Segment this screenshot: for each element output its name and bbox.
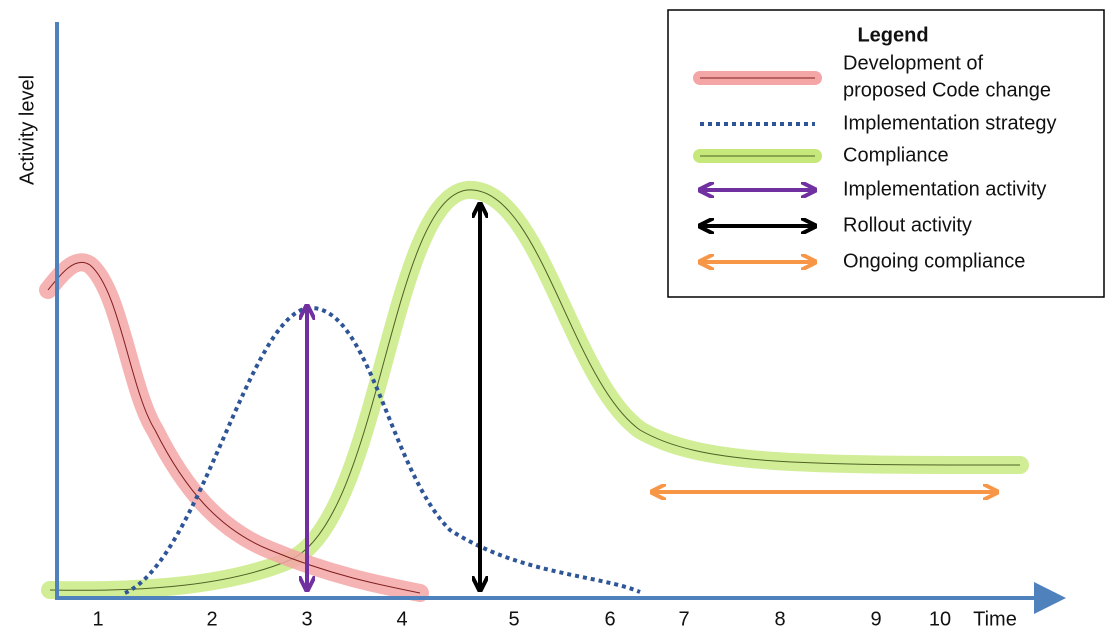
x-axis-label: Time (973, 608, 1017, 630)
development-line (47, 262, 421, 594)
legend-label: Implementation strategy (843, 112, 1056, 134)
legend-box (667, 9, 1105, 298)
legend-swatches (693, 71, 822, 262)
compliance-line (49, 189, 1021, 591)
legend-label: proposed Code change (843, 79, 1051, 101)
legend-label: Development of (843, 52, 984, 74)
x-tick-label: 7 (678, 608, 689, 630)
legend-label: Compliance (843, 144, 949, 166)
x-tick-label: 3 (301, 608, 312, 630)
x-ticks: 1 2 3 4 5 6 7 8 9 10 (92, 608, 951, 630)
legend-label: Ongoing compliance (843, 250, 1025, 272)
y-axis-label: Activity level (16, 75, 38, 185)
strategy-line (124, 305, 641, 595)
legend-label: Rollout activity (843, 214, 972, 236)
legend-title: Legend (857, 24, 928, 46)
x-tick-label: 5 (508, 608, 519, 630)
x-tick-label: 4 (396, 608, 407, 630)
x-tick-label: 9 (870, 608, 881, 630)
legend-label: Implementation activity (843, 178, 1046, 200)
x-tick-label: 2 (206, 608, 217, 630)
x-tick-label: 6 (604, 608, 615, 630)
x-tick-label: 10 (929, 608, 951, 630)
x-tick-label: 8 (774, 608, 785, 630)
x-tick-label: 1 (92, 608, 103, 630)
legend-labels: Development of proposed Code change Implem… (843, 52, 1056, 272)
curves (39, 181, 1029, 602)
